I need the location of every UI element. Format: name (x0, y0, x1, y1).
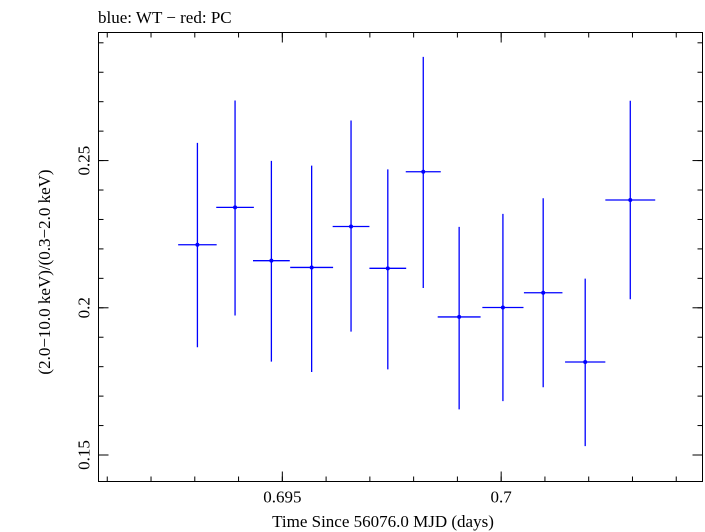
point-marker (309, 265, 314, 270)
data-point (332, 120, 370, 332)
data-point (290, 165, 334, 372)
x-axis-label: Time Since 56076.0 MJD (days) (272, 512, 494, 531)
data-point (369, 169, 407, 370)
data-point (523, 198, 563, 388)
point-marker (233, 205, 238, 210)
point-marker (457, 314, 462, 319)
data-point (405, 56, 441, 289)
point-marker (583, 359, 588, 364)
chart-title: blue: WT − red: PC (98, 8, 232, 27)
point-marker (385, 266, 390, 271)
point-marker (195, 242, 200, 247)
plot-frame (98, 32, 703, 482)
point-marker (269, 258, 274, 263)
data-point (565, 278, 606, 447)
data-point (605, 100, 656, 300)
point-marker (349, 224, 354, 229)
data-point (253, 160, 290, 362)
data-point (216, 100, 254, 316)
x-tick-label: 0.7 (491, 488, 513, 507)
data-point (437, 226, 481, 410)
data-layer (178, 56, 656, 447)
y-tick-label: 0.2 (75, 297, 94, 318)
axis-ticks: 0.695 0.7 0.15 0.2 0.25 (75, 32, 703, 507)
y-tick-label: 0.25 (75, 146, 94, 176)
y-tick-label: 0.15 (75, 440, 94, 470)
point-marker (628, 198, 633, 203)
x-tick-label: 0.695 (263, 488, 301, 507)
point-marker (541, 290, 546, 295)
data-point (178, 142, 217, 348)
y-axis-label: (2.0−10.0 keV)/(0.3−2.0 keV) (35, 169, 54, 374)
point-marker (500, 305, 505, 310)
point-marker (421, 169, 426, 174)
data-point (482, 213, 524, 402)
